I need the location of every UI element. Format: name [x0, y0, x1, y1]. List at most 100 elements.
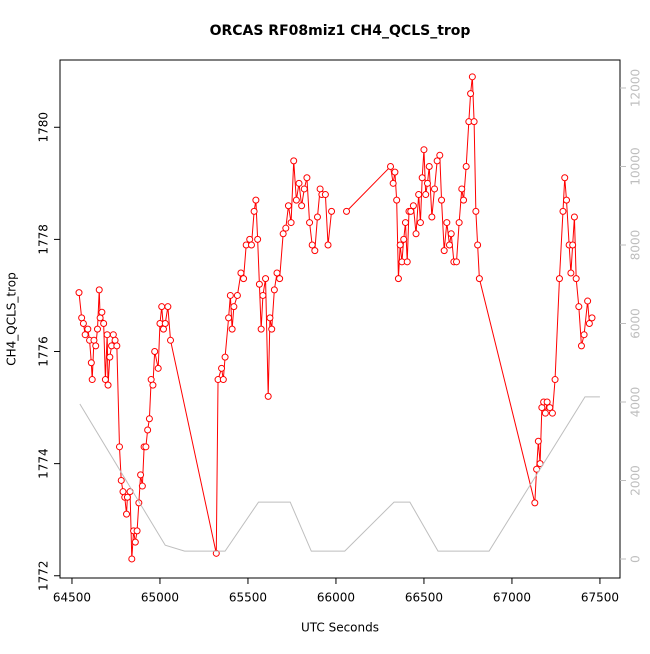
point — [100, 319, 108, 327]
point — [113, 342, 121, 350]
point — [167, 336, 175, 344]
point — [92, 342, 100, 350]
point — [577, 342, 585, 350]
point — [412, 230, 420, 238]
point — [562, 196, 570, 204]
point — [106, 353, 114, 361]
y2-tick-label: 2000 — [629, 465, 643, 496]
point — [543, 398, 551, 406]
point — [567, 269, 575, 277]
point — [438, 196, 446, 204]
point — [447, 230, 455, 238]
point — [101, 376, 109, 384]
point — [531, 499, 539, 507]
point — [468, 73, 476, 81]
point — [290, 157, 298, 165]
point — [128, 555, 136, 563]
point — [240, 275, 248, 283]
point — [133, 527, 141, 535]
point — [391, 168, 399, 176]
point — [218, 364, 226, 372]
point — [257, 325, 265, 333]
point — [284, 202, 292, 210]
point — [440, 247, 448, 255]
point — [559, 207, 567, 215]
point — [396, 241, 404, 249]
point — [79, 319, 87, 327]
point — [292, 196, 300, 204]
point — [467, 90, 475, 98]
point — [103, 331, 111, 339]
point — [123, 510, 131, 518]
point — [575, 303, 583, 311]
point — [295, 179, 303, 187]
point — [131, 538, 139, 546]
point — [147, 376, 155, 384]
point — [109, 331, 117, 339]
x-axis-label: UTC Seconds — [301, 621, 379, 635]
point — [300, 185, 308, 193]
point — [393, 196, 401, 204]
y-tick-label: 1774 — [37, 448, 51, 479]
point — [588, 314, 596, 322]
point — [394, 275, 402, 283]
y-axis-label: CH4_QCLS_trop — [5, 272, 19, 366]
point — [343, 207, 351, 215]
point — [225, 314, 233, 322]
point — [475, 275, 483, 283]
point — [158, 303, 166, 311]
point — [321, 191, 329, 199]
point — [316, 185, 324, 193]
point — [144, 426, 152, 434]
point — [119, 488, 127, 496]
chart-title: ORCAS RF08miz1 CH4_QCLS_trop — [210, 23, 471, 39]
point — [247, 241, 255, 249]
y-tick-label: 1772 — [37, 560, 51, 591]
point — [433, 157, 441, 165]
point — [422, 191, 430, 199]
point — [415, 191, 423, 199]
point — [138, 482, 146, 490]
point — [548, 409, 556, 417]
point — [90, 336, 98, 344]
point — [534, 437, 542, 445]
x-tick-label: 65500 — [229, 591, 267, 605]
point — [161, 319, 169, 327]
point — [287, 219, 295, 227]
point — [226, 291, 234, 299]
point — [428, 213, 436, 221]
point — [580, 331, 588, 339]
point — [462, 163, 470, 171]
point — [569, 241, 577, 249]
point — [145, 415, 153, 423]
point — [423, 179, 431, 187]
point — [221, 353, 229, 361]
point — [142, 443, 150, 451]
point — [389, 179, 397, 187]
point — [308, 241, 316, 249]
point — [262, 275, 270, 283]
point — [416, 219, 424, 227]
point — [311, 247, 319, 255]
point — [233, 291, 241, 299]
point — [303, 174, 311, 182]
point — [306, 219, 314, 227]
point — [246, 235, 254, 243]
y2-tick-label: 4000 — [629, 387, 643, 418]
point — [276, 275, 284, 283]
point — [538, 404, 546, 412]
point — [458, 185, 466, 193]
point — [409, 202, 417, 210]
y2-tick-label: 6000 — [629, 308, 643, 339]
point — [407, 207, 415, 215]
point — [111, 336, 119, 344]
y2-tick-label: 10000 — [629, 147, 643, 185]
point — [403, 258, 411, 266]
point — [425, 163, 433, 171]
point — [268, 325, 276, 333]
point — [164, 303, 172, 311]
point — [551, 376, 559, 384]
point — [254, 235, 262, 243]
point — [81, 331, 89, 339]
